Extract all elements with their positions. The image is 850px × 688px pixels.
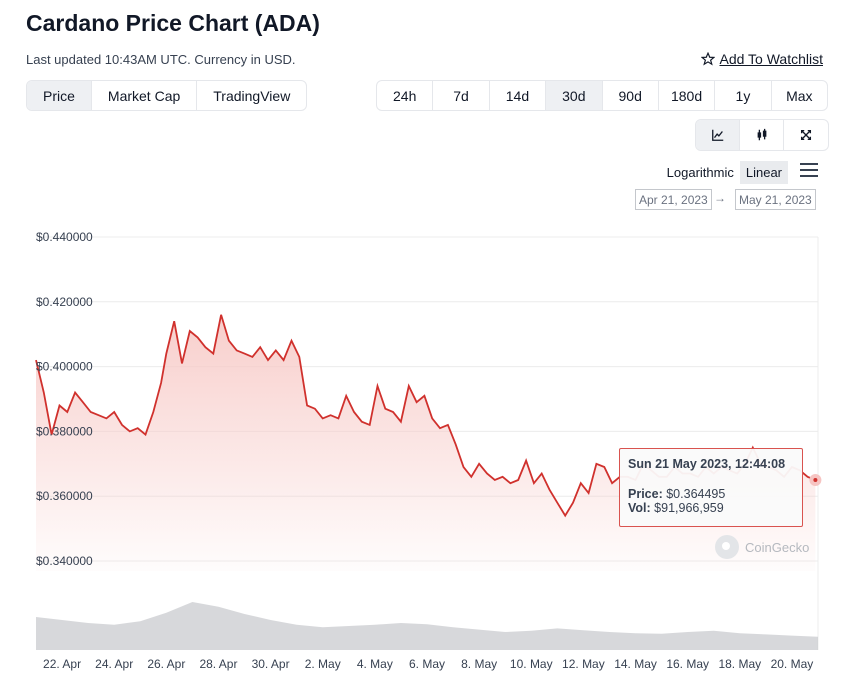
x-tick-label: 28. Apr	[199, 657, 237, 671]
x-tick-label: 2. May	[305, 657, 341, 671]
range-30d[interactable]: 30d	[546, 81, 603, 110]
x-tick-label: 10. May	[510, 657, 553, 671]
y-tick-label: $0.340000	[36, 554, 93, 568]
watchlist-label: Add To Watchlist	[719, 51, 824, 67]
range-24h[interactable]: 24h	[377, 81, 434, 110]
x-tick-label: 4. May	[357, 657, 393, 671]
arrow-right-icon: →	[714, 191, 726, 205]
tooltip-vol-value: $91,966,959	[654, 501, 724, 515]
price-tooltip: Sun 21 May 2023, 12:44:08 Price: $0.3644…	[619, 448, 803, 527]
linear-option[interactable]: Linear	[739, 161, 788, 184]
x-tick-label: 22. Apr	[43, 657, 81, 671]
tooltip-price-label: Price:	[628, 487, 663, 501]
tab-price[interactable]: Price	[27, 81, 92, 110]
menu-icon[interactable]	[800, 163, 818, 179]
tab-tradingview[interactable]: TradingView	[213, 87, 291, 104]
range-180d[interactable]: 180d	[659, 81, 716, 110]
x-tick-label: 24. Apr	[95, 657, 133, 671]
tooltip-vol-label: Vol:	[628, 501, 651, 515]
y-tick-label: $0.420000	[36, 295, 93, 309]
y-tick-label: $0.360000	[36, 489, 93, 503]
line-chart-icon	[711, 129, 723, 141]
range-7d[interactable]: 7d	[433, 81, 490, 110]
range-1y[interactable]: 1y	[715, 81, 772, 110]
candlestick-view-button[interactable]	[740, 120, 784, 150]
chart-view-buttons	[695, 119, 829, 151]
hover-marker	[809, 474, 822, 486]
star-icon	[700, 52, 715, 66]
scale-toggle: Logarithmic Linear	[661, 161, 788, 184]
x-tick-label: 8. May	[461, 657, 497, 671]
date-from-input[interactable]: Apr 21, 2023	[635, 189, 712, 210]
x-tick-label: 26. Apr	[147, 657, 185, 671]
coingecko-logo-icon	[715, 535, 739, 559]
x-tick-label: 12. May	[562, 657, 605, 671]
x-axis-labels: 22. Apr 24. Apr 26. Apr 28. Apr 30. Apr 2. Ma…	[43, 657, 813, 671]
range-max[interactable]: Max	[786, 87, 813, 104]
last-updated-text: Last updated 10:43AM UTC. Currency in US…	[26, 52, 296, 67]
fullscreen-icon	[800, 129, 812, 141]
logarithmic-option[interactable]: Logarithmic	[666, 165, 734, 180]
x-tick-label: 18. May	[718, 657, 761, 671]
y-tick-label: $0.400000	[36, 360, 93, 374]
volume-area	[36, 602, 818, 650]
x-tick-label: 20. May	[771, 657, 814, 671]
line-view-button[interactable]	[696, 120, 740, 150]
tooltip-date: Sun 21 May 2023, 12:44:08	[628, 457, 786, 471]
time-range-tabs: 24h 7d 14d 30d 90d 180d 1y Max	[376, 80, 828, 111]
chart-type-tabs: Price Market Cap TradingView	[26, 80, 308, 111]
y-tick-label: $0.380000	[36, 424, 93, 438]
date-to-input[interactable]: May 21, 2023	[735, 189, 816, 210]
fullscreen-button[interactable]	[784, 120, 828, 150]
tab-market-cap[interactable]: Market Cap	[92, 81, 198, 110]
x-tick-label: 6. May	[409, 657, 445, 671]
range-14d[interactable]: 14d	[490, 81, 547, 110]
y-tick-label: $0.440000	[36, 230, 93, 244]
candlestick-icon	[757, 128, 766, 141]
volume-bars	[36, 602, 818, 650]
coingecko-watermark: CoinGecko	[715, 535, 809, 559]
x-tick-label: 14. May	[614, 657, 657, 671]
page-title: Cardano Price Chart (ADA)	[26, 10, 320, 36]
watermark-text: CoinGecko	[745, 539, 810, 555]
range-90d[interactable]: 90d	[603, 81, 659, 110]
tooltip-price-value: $0.364495	[666, 487, 726, 501]
x-tick-label: 30. Apr	[252, 657, 290, 671]
x-tick-label: 16. May	[666, 657, 709, 671]
y-axis-labels: $0.440000 $0.420000 $0.400000 $0.380000 $0.3…	[36, 230, 93, 568]
add-to-watchlist-link[interactable]: Add To Watchlist	[700, 51, 824, 67]
price-area-fill	[36, 314, 816, 571]
